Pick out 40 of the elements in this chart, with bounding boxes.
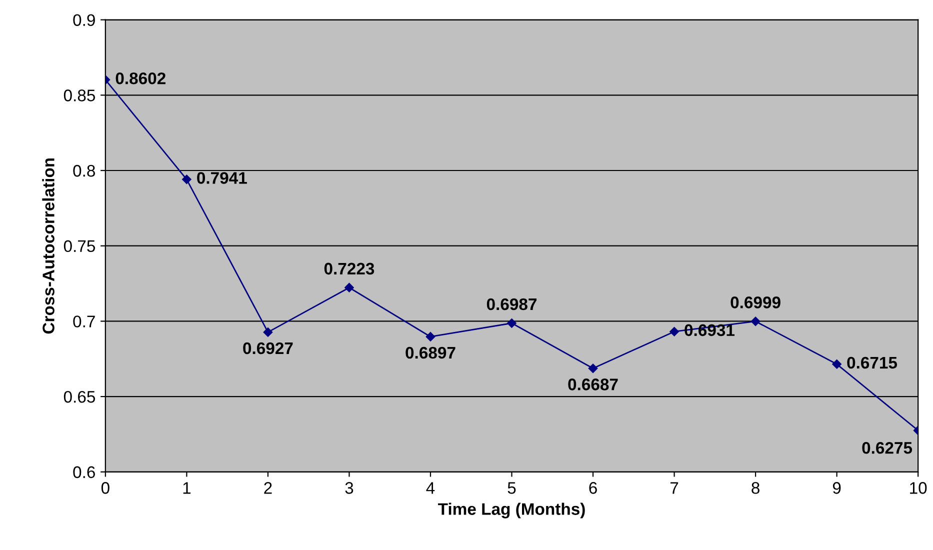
x-tick-label: 9 xyxy=(832,482,841,494)
x-tick-label: 10 xyxy=(910,482,927,494)
data-label: 0.6687 xyxy=(568,378,618,390)
x-axis-title: Time Lag (Months) xyxy=(438,502,585,518)
point xyxy=(832,360,842,369)
x-tick-label: 4 xyxy=(426,482,435,494)
data-label: 0.6999 xyxy=(730,296,780,308)
y-tick-label: 0.75 xyxy=(64,240,96,252)
point xyxy=(263,328,273,337)
x-tick-label: 0 xyxy=(101,482,110,494)
x-tick-label: 3 xyxy=(345,482,354,494)
data-label: 0.7941 xyxy=(197,172,247,184)
point xyxy=(182,174,192,184)
data-label: 0.6275 xyxy=(862,442,912,454)
data-label: 0.6927 xyxy=(243,342,293,354)
y-axis-title: Cross-Autocorrelation xyxy=(42,158,54,334)
x-tick-label: 6 xyxy=(589,482,597,494)
x-tick-label: 2 xyxy=(264,482,272,494)
point xyxy=(670,326,679,336)
y-tick-label: 0.9 xyxy=(73,14,95,26)
data-label: 0.6931 xyxy=(684,324,735,336)
x-tick-label: 5 xyxy=(508,482,516,494)
data-label: 0.6715 xyxy=(847,356,898,369)
point xyxy=(426,332,436,342)
data-label: 0.6897 xyxy=(406,346,456,359)
x-tick-label: 8 xyxy=(752,482,760,494)
data-label: 0.8602 xyxy=(116,72,166,84)
point xyxy=(588,364,598,373)
point xyxy=(344,282,354,292)
x-tick-label: 1 xyxy=(183,482,191,494)
y-tick-label: 0.85 xyxy=(64,90,96,102)
y-tick-label: 0.7 xyxy=(73,316,95,328)
data-label: 0.6987 xyxy=(486,298,537,310)
y-tick-label: 0.8 xyxy=(73,164,95,177)
data-label: 0.7223 xyxy=(324,262,374,275)
y-tick-label: 0.65 xyxy=(64,390,96,403)
y-tick-label: 0.6 xyxy=(73,466,95,478)
x-tick-label: 7 xyxy=(670,482,678,494)
point xyxy=(750,316,760,326)
point xyxy=(507,318,516,328)
